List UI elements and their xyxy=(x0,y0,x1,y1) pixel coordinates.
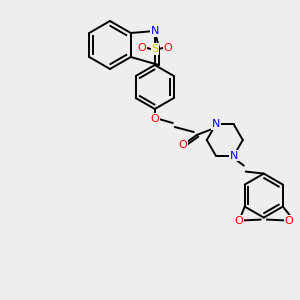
Text: O: O xyxy=(234,216,243,226)
Text: O: O xyxy=(137,43,146,53)
Text: N: N xyxy=(212,119,220,129)
Text: O: O xyxy=(164,43,172,53)
Text: O: O xyxy=(150,114,159,124)
Text: O: O xyxy=(284,216,293,226)
Text: N: N xyxy=(230,151,238,160)
Text: O: O xyxy=(178,140,187,150)
Text: S: S xyxy=(151,44,158,54)
Text: N: N xyxy=(151,26,159,36)
